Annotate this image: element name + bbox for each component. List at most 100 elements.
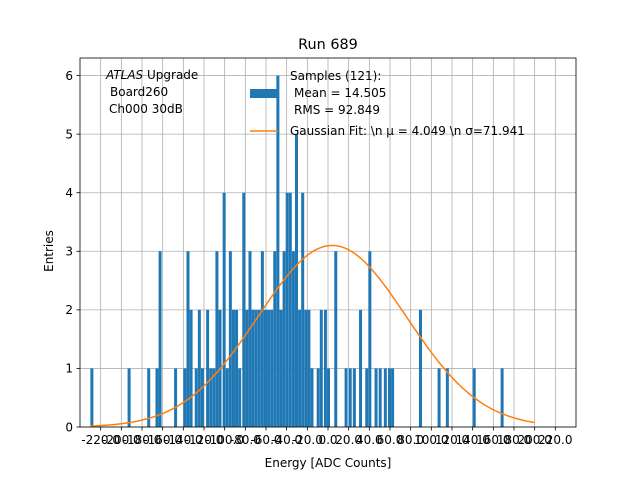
x-tick-label: -200.0 — [102, 433, 141, 447]
histogram-bar — [231, 309, 235, 427]
x-tick-label: 120.0 — [435, 433, 469, 447]
annotation-line-1: ATLAS Upgrade — [105, 68, 198, 82]
histogram-bar — [242, 192, 246, 427]
legend: Samples (121): Mean = 14.505 RMS = 92.84… — [250, 69, 525, 138]
histogram-bar — [310, 368, 314, 427]
histogram-bar — [500, 368, 504, 427]
histogram-bar — [316, 368, 320, 427]
histogram-bar — [254, 309, 258, 427]
legend-samples-label: Samples (121): — [290, 69, 381, 83]
histogram-bar — [200, 368, 204, 427]
x-tick-label: 200.0 — [517, 433, 551, 447]
histogram-bar — [365, 368, 369, 427]
histogram-bar — [285, 192, 289, 427]
x-tick-label: 80.0 — [397, 433, 424, 447]
histogram-bar — [174, 368, 178, 427]
histogram-bar — [189, 309, 193, 427]
histogram-bar — [228, 251, 232, 427]
histogram-bar — [245, 309, 249, 427]
histogram-bar — [437, 368, 441, 427]
atlas-annotation: ATLAS Upgrade Board260 Ch000 30dB — [105, 68, 198, 116]
histogram-bar — [90, 368, 94, 427]
histogram-bar — [319, 309, 323, 427]
x-tick-label: -80.0 — [230, 433, 261, 447]
x-tick-label: -120.0 — [185, 433, 224, 447]
histogram-bar — [391, 368, 395, 427]
y-tick-label: 2 — [65, 303, 73, 317]
histogram-bar — [155, 368, 159, 427]
x-tick-label: 220.0 — [538, 433, 572, 447]
histogram-bar — [263, 309, 267, 427]
x-tick-label: -60.0 — [250, 433, 281, 447]
histogram-bar — [197, 309, 201, 427]
histogram-bar — [378, 368, 382, 427]
histogram-bar — [418, 309, 422, 427]
histogram-bar — [383, 368, 387, 427]
histogram-bar — [344, 368, 348, 427]
histogram-bar — [158, 251, 162, 427]
histogram-bar — [291, 251, 295, 427]
x-tick-label: 20.0 — [335, 433, 362, 447]
gaussian-fit-curve — [90, 244, 535, 427]
x-axis-ticks: -220.0-200.0-180.0-160.0-140.0-120.0-100… — [81, 427, 573, 447]
x-tick-label: -40.0 — [271, 433, 302, 447]
histogram-bar — [127, 368, 131, 427]
histogram-bar — [215, 251, 219, 427]
histogram-bar — [206, 309, 210, 427]
chart-title: Run 689 — [298, 37, 358, 53]
histogram-bar — [445, 368, 449, 427]
histogram-bar — [209, 368, 213, 427]
legend-mean-label: Mean = 14.505 — [294, 86, 386, 100]
histogram-bar — [298, 309, 302, 427]
histogram-bar — [288, 192, 292, 427]
x-tick-label: 60.0 — [377, 433, 404, 447]
histogram-bar — [282, 251, 286, 427]
histogram-bar — [368, 251, 372, 427]
histogram-bars — [90, 75, 504, 428]
histogram-bar — [225, 368, 229, 427]
histogram-bar — [276, 75, 280, 428]
histogram-bar — [374, 368, 378, 427]
y-tick-label: 1 — [65, 362, 73, 376]
x-tick-label: 180.0 — [497, 433, 531, 447]
histogram-bar — [307, 309, 311, 427]
histogram-bar — [267, 309, 271, 427]
histogram-bar — [352, 368, 356, 427]
y-tick-label: 6 — [65, 69, 73, 83]
histogram-bar — [235, 309, 239, 427]
x-tick-label: -140.0 — [164, 433, 203, 447]
x-tick-label: 160.0 — [476, 433, 510, 447]
histogram-bar — [359, 309, 363, 427]
histogram-bar — [194, 368, 198, 427]
x-tick-label: -100.0 — [205, 433, 244, 447]
legend-rms-label: RMS = 92.849 — [294, 103, 380, 117]
y-tick-label: 0 — [65, 420, 73, 434]
histogram-bar — [279, 309, 283, 427]
histogram-bar — [186, 251, 190, 427]
histogram-bar — [260, 251, 264, 427]
histogram-bar — [270, 309, 274, 427]
x-tick-label: -220.0 — [81, 433, 120, 447]
histogram-bar — [248, 251, 252, 427]
annotation-board-label: Board260 — [110, 85, 168, 99]
histogram-bar — [183, 368, 187, 427]
x-tick-label: 40.0 — [356, 433, 383, 447]
histogram-bar — [238, 368, 242, 427]
annotation-upgrade-label: Upgrade — [143, 68, 198, 82]
annotation-atlas-label: ATLAS — [105, 68, 144, 82]
histogram-bar — [273, 251, 277, 427]
x-tick-label: -160.0 — [143, 433, 182, 447]
histogram-bar — [304, 309, 308, 427]
x-tick-label: 140.0 — [455, 433, 489, 447]
legend-fit-label: Gaussian Fit: \n μ = 4.049 \n σ=71.941 — [290, 124, 525, 138]
histogram-bar — [323, 309, 327, 427]
histogram-bar — [387, 368, 391, 427]
histogram-bar — [222, 192, 226, 427]
y-tick-label: 5 — [65, 127, 73, 141]
x-axis-label: Energy [ADC Counts] — [265, 456, 392, 470]
histogram-bar — [334, 251, 338, 427]
y-tick-label: 3 — [65, 245, 73, 259]
y-tick-label: 4 — [65, 186, 73, 200]
histogram-bar — [294, 134, 298, 427]
